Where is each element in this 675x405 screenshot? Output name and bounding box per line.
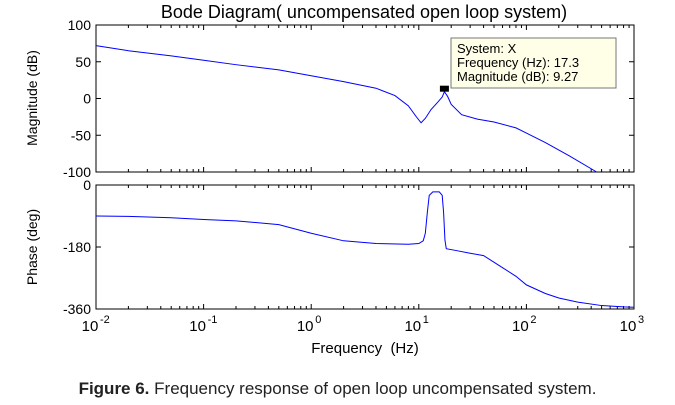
phase-series-line <box>95 191 635 308</box>
x-tick-label: 10 <box>82 318 99 335</box>
x-tick-label: 10 <box>297 318 314 335</box>
x-tick-label: 10 <box>404 318 421 335</box>
x-tick-label-exponent: 1 <box>423 314 429 326</box>
x-tick-label-exponent: -1 <box>208 314 218 326</box>
magnitude-series-line <box>95 45 597 173</box>
datatip-background <box>450 37 617 89</box>
bode-figure: Bode Diagram( uncompensated open loop sy… <box>24 2 644 357</box>
datatip-line-system: System: X <box>457 41 517 56</box>
magnitude-y-tick-label: 0 <box>83 91 91 107</box>
phase-y-tick-label: -180 <box>63 239 91 255</box>
x-tick-label-exponent: 0 <box>315 314 321 326</box>
phase-y-tick-label: -360 <box>63 301 91 317</box>
magnitude-y-ticks: 100 50 0 -50 -100 <box>63 17 634 180</box>
magnitude-y-tick-label: 100 <box>68 17 92 33</box>
x-tick-label-exponent: 2 <box>530 314 536 326</box>
x-tick-label-exponent: 3 <box>638 314 644 326</box>
magnitude-plot: 100 50 0 -50 -100 System: X Frequency (Hz): … <box>24 17 635 180</box>
x-axis-label: Frequency (Hz) <box>311 340 419 357</box>
magnitude-x-ticks <box>95 25 630 172</box>
figure-caption: Figure 6. Frequency response of open loo… <box>0 379 675 399</box>
phase-y-ticks: 0 -180 -360 <box>63 177 634 317</box>
x-tick-label: 10 <box>512 318 529 335</box>
datatip-marker <box>439 85 449 92</box>
magnitude-y-tick-label: -50 <box>71 127 91 143</box>
x-tick-label: 10 <box>189 318 206 335</box>
phase-plot: 0-180-360 Phase (deg) 10 -2 10 -1 10 0 10 1 10 2 1… <box>24 177 644 357</box>
magnitude-y-tick-label: -100 <box>63 164 91 180</box>
phase-y-axis-label: Phase (deg) <box>24 209 40 285</box>
figure-caption-label: Figure 6. <box>78 379 150 398</box>
datatip-box: System: X Frequency (Hz): 17.3 Magnitude… <box>450 37 617 89</box>
datatip-line-magnitude: Magnitude (dB): 9.27 <box>457 69 578 84</box>
chart-title: Bode Diagram( uncompensated open loop sy… <box>161 2 567 22</box>
x-tick-label: 10 <box>620 318 637 335</box>
figure-caption-text: Frequency response of open loop uncompen… <box>149 379 597 398</box>
x-tick-label-exponent: -2 <box>100 314 110 326</box>
phase-y-tick-label: 0 <box>83 177 91 193</box>
magnitude-y-axis-label: Magnitude (dB) <box>24 50 40 146</box>
phase-axes-box <box>95 184 635 310</box>
x-tick-labels: 10 -2 10 -1 10 0 10 1 10 2 10 3 <box>82 314 644 335</box>
magnitude-y-tick-label: 50 <box>75 54 91 70</box>
datatip-line-frequency: Frequency (Hz): 17.3 <box>457 55 579 70</box>
